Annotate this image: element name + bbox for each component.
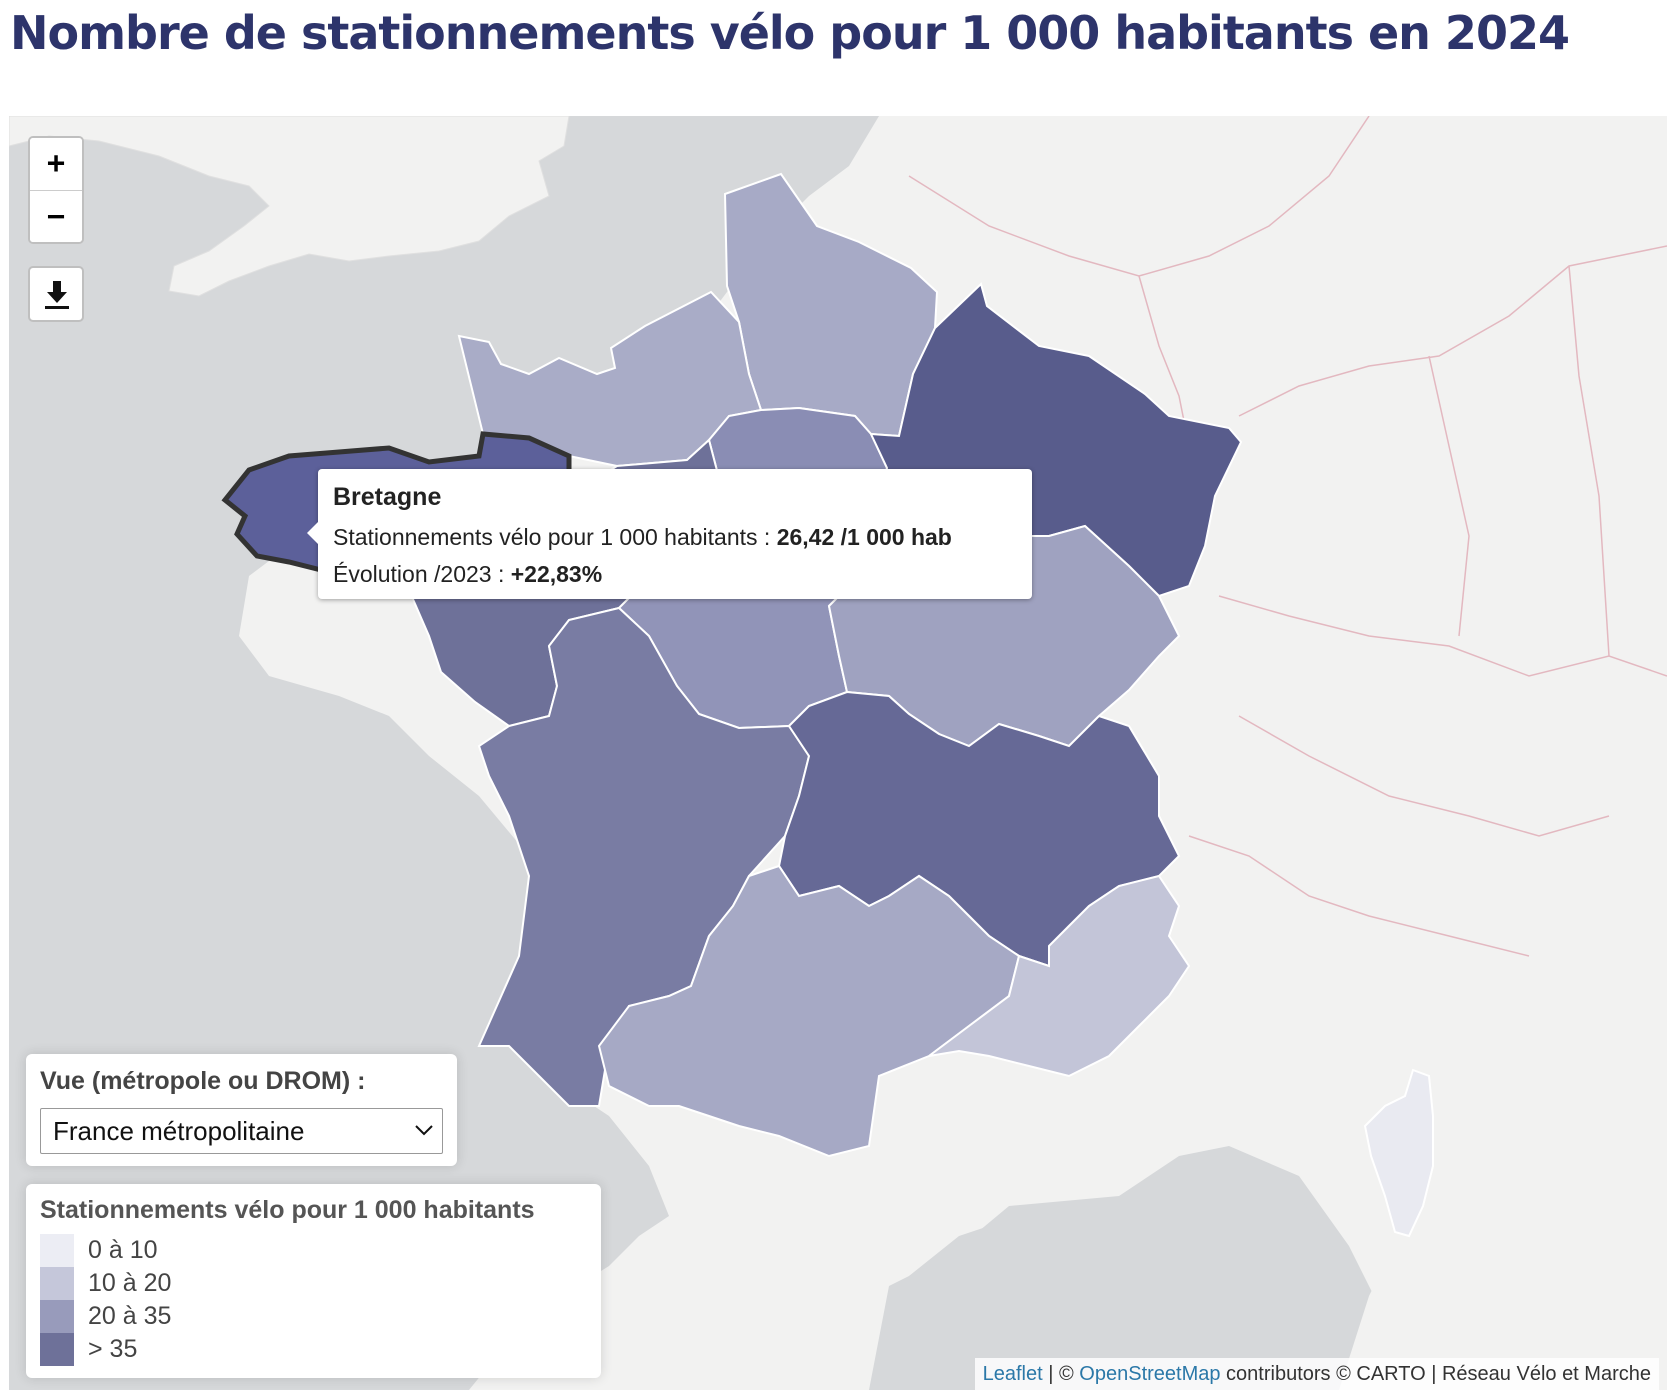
view-selector-panel: Vue (métropole ou DROM) : France métropo… xyxy=(26,1054,457,1166)
legend-item: > 35 xyxy=(40,1333,587,1366)
region-normandie[interactable] xyxy=(457,290,763,468)
legend-item: 20 à 35 xyxy=(40,1300,587,1333)
tooltip-evolution-value: +22,83% xyxy=(510,561,603,587)
map-attribution: Leaflet | © OpenStreetMap contributors ©… xyxy=(974,1358,1659,1390)
tooltip-line-evolution: Évolution /2023 : +22,83% xyxy=(333,561,1017,588)
view-select[interactable]: France métropolitaine xyxy=(40,1108,443,1154)
download-button[interactable] xyxy=(28,266,84,322)
region-tooltip: Bretagne Stationnements vélo pour 1 000 … xyxy=(307,469,1032,599)
tooltip-evolution-label: Évolution /2023 : xyxy=(333,561,511,587)
mediterranean-sea xyxy=(889,1161,1394,1390)
legend-label: 0 à 10 xyxy=(88,1236,158,1264)
download-icon xyxy=(45,281,69,309)
osm-link[interactable]: OpenStreetMap xyxy=(1079,1363,1221,1385)
leaflet-link[interactable]: Leaflet xyxy=(982,1363,1043,1385)
legend-swatch xyxy=(40,1300,74,1333)
zoom-control: + − xyxy=(28,136,84,244)
uk-landmass xyxy=(9,116,570,297)
legend-label: 10 à 20 xyxy=(88,1269,172,1297)
tooltip-parking-value: 26,42 /1 000 hab xyxy=(776,524,952,550)
view-selector-label: Vue (métropole ou DROM) : xyxy=(40,1067,366,1095)
view-select-value: France métropolitaine xyxy=(53,1116,305,1146)
legend-swatch xyxy=(40,1267,74,1300)
legend-swatch xyxy=(40,1333,74,1366)
zoom-out-button[interactable]: − xyxy=(30,190,82,242)
zoom-in-button[interactable]: + xyxy=(30,138,82,190)
region-provence-alpes-cote-dazur[interactable] xyxy=(928,874,1191,1078)
legend-item: 0 à 10 xyxy=(40,1234,587,1267)
legend-swatch xyxy=(40,1234,74,1267)
tooltip-title: Bretagne xyxy=(333,483,442,511)
region-corse[interactable] xyxy=(1363,1068,1434,1238)
legend: Stationnements vélo pour 1 000 habitants… xyxy=(26,1184,601,1378)
legend-label: > 35 xyxy=(88,1335,138,1363)
legend-title: Stationnements vélo pour 1 000 habitants xyxy=(40,1196,535,1224)
legend-label: 20 à 35 xyxy=(88,1302,172,1330)
legend-item: 10 à 20 xyxy=(40,1267,587,1300)
chevron-down-icon xyxy=(415,1125,433,1136)
italy-coast xyxy=(1339,1116,1667,1390)
page-title: Nombre de stationnements vélo pour 1 000… xyxy=(10,6,1570,60)
attribution-rest: contributors © CARTO | Réseau Vélo et Ma… xyxy=(1220,1363,1651,1385)
attribution-sep: | © xyxy=(1042,1363,1080,1385)
region-occitanie[interactable] xyxy=(597,864,1021,1158)
tooltip-line-parking: Stationnements vélo pour 1 000 habitants… xyxy=(333,524,1017,551)
map[interactable]: + − Bretagne Stationnements vélo pour 1 … xyxy=(9,116,1667,1390)
tooltip-parking-label: Stationnements vélo pour 1 000 habitants… xyxy=(333,524,777,550)
